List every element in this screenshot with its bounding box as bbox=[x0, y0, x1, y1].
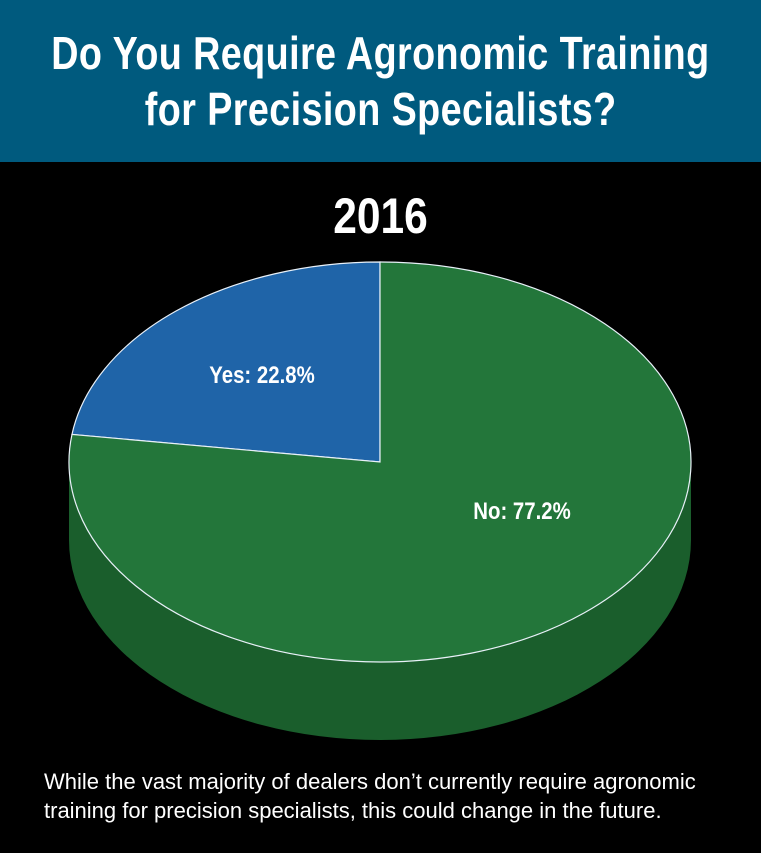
pie-labels-group: Yes: 22.8% No: 77.2% bbox=[209, 361, 571, 524]
pie-slice-no bbox=[68, 261, 692, 663]
chart-title-line-1: Do You Require Agronomic Training bbox=[51, 27, 710, 79]
pie-label-yes: Yes: 22.8% bbox=[209, 361, 315, 388]
pie-label-no: No: 77.2% bbox=[473, 497, 571, 524]
pie-side-group bbox=[69, 462, 691, 740]
pie-top-group bbox=[68, 261, 692, 663]
pie-slice-yes bbox=[71, 261, 381, 463]
pie-side-no bbox=[69, 462, 691, 740]
chart-year-title: 2016 bbox=[333, 188, 428, 244]
chart-caption: While the vast majority of dealers don’t… bbox=[44, 769, 696, 823]
title-banner: Do You Require Agronomic Training for Pr… bbox=[0, 0, 761, 162]
chart-title-line-2: for Precision Specialists? bbox=[144, 83, 617, 135]
